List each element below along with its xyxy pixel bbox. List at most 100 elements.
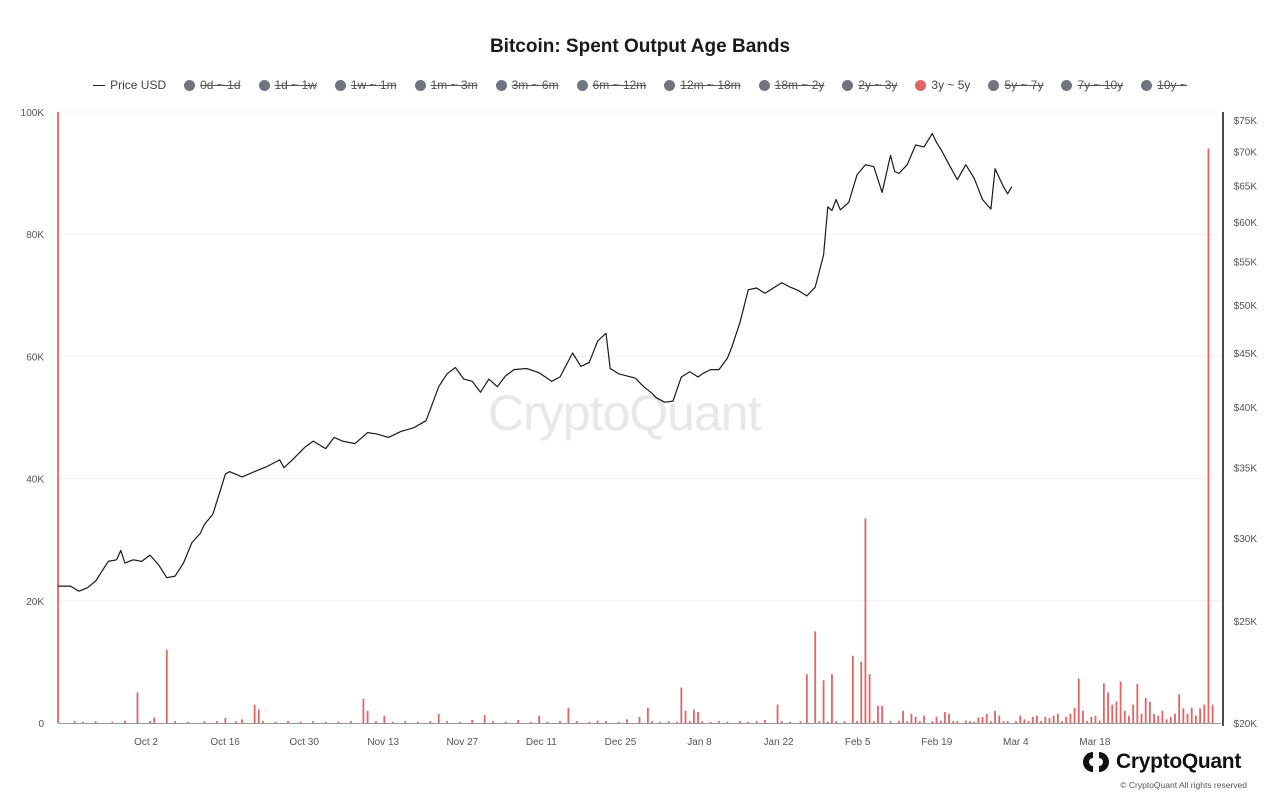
cryptoquant-logo-icon (1083, 752, 1109, 772)
legend-item[interactable]: 2y ~ 3y (842, 78, 897, 92)
legend-item[interactable]: 7y ~ 10y (1061, 78, 1123, 92)
bar (312, 721, 315, 723)
bar (1211, 704, 1214, 723)
bar (747, 721, 750, 723)
bar (186, 721, 189, 723)
bar (234, 721, 237, 723)
bar (391, 721, 394, 723)
bar (822, 680, 825, 723)
y-right-tick-label: $50K (1234, 301, 1258, 312)
bar (1052, 715, 1055, 723)
y-left-tick-label: 20K (26, 597, 44, 608)
legend-dot-icon (1141, 79, 1153, 91)
bar (835, 721, 838, 723)
x-tick-label: Nov 27 (446, 737, 478, 748)
bar (262, 721, 264, 723)
legend-item[interactable]: 10y ~ (1141, 78, 1187, 92)
y-left-tick-label: 0 (38, 719, 44, 730)
legend-item[interactable]: Price USD (93, 78, 166, 92)
bar (964, 720, 967, 723)
legend-dot-icon (664, 79, 676, 91)
legend-line-icon (93, 84, 106, 86)
legend-dot-icon (1061, 79, 1073, 91)
bar (504, 721, 507, 723)
bar (1174, 713, 1176, 723)
bar (1048, 718, 1051, 723)
bar (446, 721, 448, 723)
y-right-tick-label: $55K (1234, 258, 1258, 269)
legend-dot-icon (842, 79, 854, 91)
legend-dot-icon (184, 79, 196, 91)
bar (337, 721, 340, 723)
bar (860, 661, 863, 723)
bar (349, 721, 352, 723)
bar (216, 721, 218, 723)
bar (517, 719, 520, 723)
legend-item[interactable]: 18m ~ 2y (758, 78, 824, 92)
legend-label: 0d ~ 1d (200, 78, 241, 92)
legend-item[interactable]: 1m ~ 3m (414, 78, 478, 92)
x-tick-label: Nov 13 (367, 737, 399, 748)
bar (739, 721, 741, 723)
bar (1094, 715, 1097, 723)
bar (458, 721, 461, 723)
bar (1077, 678, 1080, 723)
legend-item[interactable]: 3y ~ 5y (915, 78, 970, 92)
bar (985, 713, 988, 723)
bar (1086, 721, 1089, 723)
bar (826, 721, 829, 723)
legend-item[interactable]: 1d ~ 1w (258, 78, 317, 92)
bar (375, 721, 377, 723)
bar (977, 717, 980, 723)
bar (1002, 721, 1005, 723)
legend-item[interactable]: 5y ~ 7y (988, 78, 1043, 92)
bar (990, 721, 992, 723)
bar (843, 721, 846, 723)
bar (755, 721, 758, 723)
bar (651, 721, 653, 723)
legend-label: 3m ~ 6m (511, 78, 559, 92)
x-tick-label: Mar 18 (1079, 737, 1111, 748)
y-right-tick-label: $20K (1234, 719, 1258, 730)
bar (1115, 701, 1118, 723)
legend-item[interactable]: 3m ~ 6m (495, 78, 559, 92)
bar (981, 716, 984, 723)
legend-label: Price USD (110, 78, 167, 92)
bar (914, 716, 917, 723)
legend-item[interactable]: 1w ~ 1m (334, 78, 397, 92)
bar (1044, 716, 1047, 723)
bar (688, 721, 691, 723)
bar (864, 518, 867, 723)
x-tick-label: Oct 16 (210, 737, 240, 748)
legend-label: 5y ~ 7y (1004, 78, 1044, 92)
bar (1153, 713, 1155, 723)
bar (1111, 704, 1114, 723)
legend-item[interactable]: 0d ~ 1d (184, 78, 241, 92)
bar (383, 715, 386, 723)
bar (57, 112, 59, 723)
y-right-tick-label: $65K (1234, 181, 1258, 192)
bar (1090, 716, 1093, 723)
y-right-tick-label: $45K (1234, 349, 1258, 360)
bar (776, 704, 779, 723)
bar (153, 717, 156, 723)
bar (1027, 721, 1030, 723)
chart-title: Bitcoin: Spent Output Age Bands (489, 36, 791, 57)
bar (299, 721, 302, 723)
y-right-tick-label: $25K (1234, 617, 1258, 628)
legend-item[interactable]: 12m ~ 18m (664, 78, 741, 92)
bar (969, 721, 971, 723)
legend-dot-icon (988, 79, 1000, 91)
bar (1098, 720, 1101, 723)
bar (877, 705, 879, 723)
legend-item[interactable]: 6m ~ 12m (576, 78, 646, 92)
bar (1006, 721, 1009, 723)
bar (726, 721, 729, 723)
bar (437, 713, 440, 723)
bar (1169, 716, 1172, 723)
y-right-tick-label: $75K (1234, 116, 1258, 127)
bar (718, 721, 720, 723)
bar (692, 709, 695, 723)
bar (1182, 708, 1185, 723)
